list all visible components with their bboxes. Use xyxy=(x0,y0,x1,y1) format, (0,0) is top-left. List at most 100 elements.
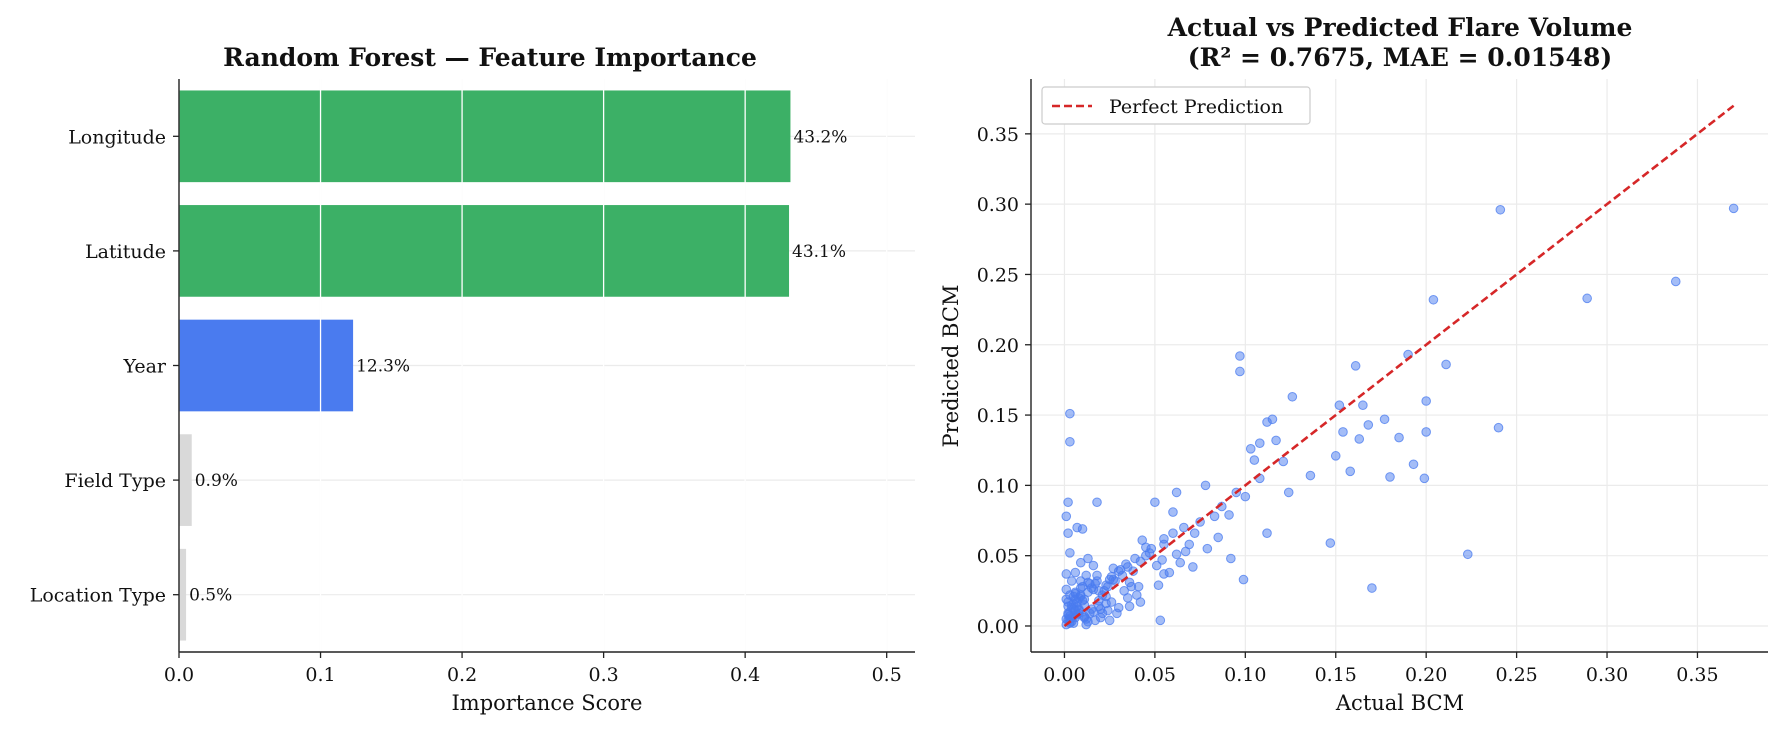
scatter-point xyxy=(1137,535,1148,546)
scatter-title: Actual vs Predicted Flare Volume xyxy=(1167,13,1633,42)
scatter-point xyxy=(1126,581,1137,592)
bar-x-tick-label: 0.4 xyxy=(730,664,760,686)
scatter-x-tick-label: 0.20 xyxy=(1405,664,1447,686)
scatter-point xyxy=(1065,408,1075,419)
scatter-point xyxy=(1130,553,1140,564)
scatter-point xyxy=(1112,608,1122,619)
scatter-point xyxy=(1305,470,1316,481)
scatter-point xyxy=(1367,583,1377,593)
bar-x-tick-label: 0.3 xyxy=(589,664,619,686)
scatter-point xyxy=(1419,473,1430,484)
bar-x-tick-label: 0.5 xyxy=(872,664,902,686)
scatter-point xyxy=(1240,491,1251,502)
scatter-x-tick-label: 0.05 xyxy=(1134,664,1176,686)
scatter-point xyxy=(1245,444,1256,454)
scatter-x-tick-label: 0.15 xyxy=(1315,664,1357,686)
scatter-point xyxy=(1262,528,1272,538)
scatter-point xyxy=(1462,549,1473,560)
bar-chart-x-label: Importance Score xyxy=(452,691,643,715)
scatter-point xyxy=(1075,576,1086,586)
scatter-point xyxy=(1235,366,1245,377)
bar-chart-title: Random Forest — Feature Importance xyxy=(223,43,757,72)
scatter-point xyxy=(1213,532,1223,543)
scatter-x-tick-label: 0.10 xyxy=(1224,664,1266,686)
scatter-point xyxy=(1121,559,1131,569)
bar-x-tick-label: 0.2 xyxy=(447,664,477,686)
scatter-y-tick-label: 0.15 xyxy=(977,405,1019,427)
scatter-point xyxy=(1061,584,1072,595)
scatter-point xyxy=(1066,576,1077,586)
scatter-subtitle: (R² = 0.7675, MAE = 0.01548) xyxy=(1188,43,1612,72)
scatter-point xyxy=(1345,466,1356,477)
bar-chart-panel: Random Forest — Feature Importance 43.2%… xyxy=(30,43,915,715)
scatter-point xyxy=(1728,203,1739,214)
scatter-point xyxy=(1202,543,1213,554)
scatter-point xyxy=(1171,549,1182,560)
scatter-x-tick-label: 0.25 xyxy=(1495,664,1537,686)
scatter-point xyxy=(1092,497,1102,508)
scatter-point xyxy=(1267,414,1278,425)
scatter-point xyxy=(1582,293,1592,304)
bar-location-type xyxy=(179,548,187,641)
perfect-prediction-line xyxy=(1063,104,1735,628)
scatter-point xyxy=(1188,562,1198,572)
scatter-point xyxy=(1224,510,1234,520)
bar-value-label-year: 12.3% xyxy=(356,357,410,377)
scatter-point xyxy=(1124,601,1135,612)
scatter-point xyxy=(1338,427,1348,437)
scatter-point xyxy=(1330,451,1341,461)
bar-longitude xyxy=(179,90,791,183)
scatter-point xyxy=(1092,570,1102,581)
scatter-point xyxy=(1354,434,1365,444)
scatter-point xyxy=(1200,480,1211,491)
scatter-y-tick-label: 0.05 xyxy=(977,546,1019,568)
scatter-point xyxy=(1334,400,1345,411)
scatter-reference-line xyxy=(1063,104,1735,628)
scatter-point xyxy=(1363,420,1374,430)
scatter-point xyxy=(1493,422,1504,433)
bar-x-tick-label: 0.1 xyxy=(305,664,335,686)
scatter-point xyxy=(1385,472,1395,482)
scatter-point xyxy=(1155,615,1166,626)
bar-chart-bars xyxy=(179,90,791,641)
scatter-y-tick-label: 0.35 xyxy=(977,124,1019,146)
bar-latitude xyxy=(179,205,790,297)
scatter-point xyxy=(1175,557,1186,568)
scatter-x-ticks: 0.00 0.05 0.10 0.15 0.20 0.25 0.30 0.35 xyxy=(1043,652,1719,686)
bar-year xyxy=(179,319,354,412)
scatter-points xyxy=(1061,203,1739,630)
scatter-point xyxy=(1135,597,1146,607)
scatter-point xyxy=(1180,546,1191,557)
bar-y-tick-label-location-type: Location Type xyxy=(30,585,166,607)
bar-y-tick-label-year: Year xyxy=(122,356,166,378)
scatter-point xyxy=(1113,566,1124,576)
scatter-point xyxy=(1428,294,1439,305)
scatter-point xyxy=(1350,361,1361,371)
scatter-point xyxy=(1072,522,1082,533)
scatter-point xyxy=(1226,553,1236,564)
scatter-point xyxy=(1104,615,1115,626)
scatter-point xyxy=(1189,528,1200,538)
scatter-point xyxy=(1238,574,1249,585)
bar-value-label-field-type: 0.9% xyxy=(195,471,238,491)
scatter-y-label: Predicted BCM xyxy=(939,285,963,448)
scatter-grid xyxy=(1031,79,1768,652)
scatter-point xyxy=(1108,574,1119,585)
scatter-point xyxy=(1325,538,1336,548)
bar-value-label-longitude: 43.2% xyxy=(793,127,847,147)
scatter-y-tick-label: 0.00 xyxy=(977,616,1019,638)
scatter-y-tick-label: 0.20 xyxy=(977,335,1019,357)
scatter-y-tick-label: 0.30 xyxy=(977,194,1019,216)
scatter-point xyxy=(1168,528,1178,538)
legend-box xyxy=(1041,86,1311,125)
bar-chart-value-labels: 43.2% 43.1% 12.3% 0.9% 0.5% xyxy=(189,127,847,605)
scatter-point xyxy=(1153,580,1164,591)
scatter-point xyxy=(1209,511,1220,522)
scatter-point xyxy=(1164,567,1175,578)
bar-y-tick-label-field-type: Field Type xyxy=(64,470,166,492)
scatter-point xyxy=(1090,579,1101,589)
scatter-point xyxy=(1271,435,1281,446)
scatter-point xyxy=(1095,612,1106,623)
bar-value-label-location-type: 0.5% xyxy=(189,586,232,606)
